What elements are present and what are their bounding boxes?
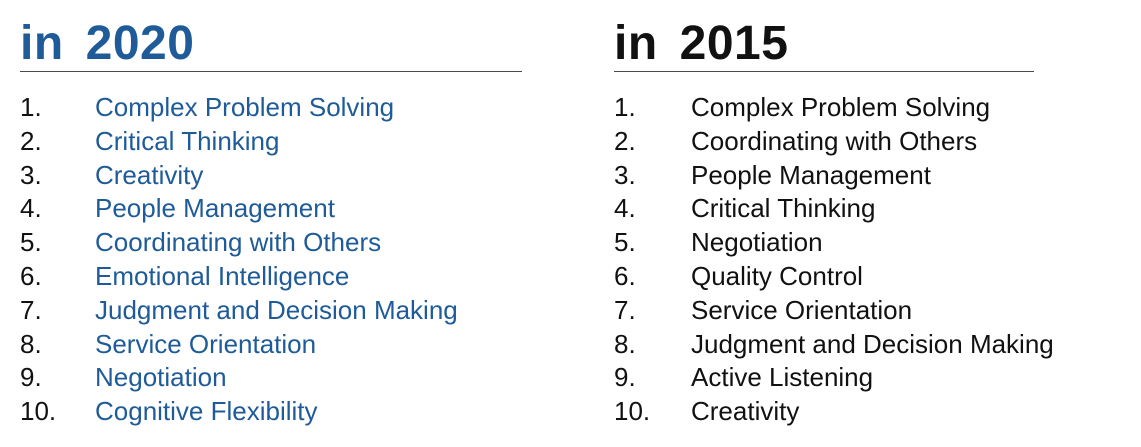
- list-item: 3. People Management: [614, 159, 1054, 193]
- rank-number: 8.: [20, 328, 42, 359]
- rank-number: 10.: [614, 396, 651, 427]
- heading-year: 2015: [679, 17, 789, 70]
- skill-name: Active Listening: [691, 362, 874, 393]
- skill-name: Creativity: [95, 159, 204, 190]
- list-item: 3. Creativity: [20, 159, 458, 193]
- skill-name: Complex Problem Solving: [95, 92, 395, 122]
- rank-number: 2.: [614, 125, 636, 156]
- skill-name: Emotional Intelligence: [95, 260, 350, 291]
- list-item: 6. Emotional Intelligence: [20, 260, 458, 294]
- list-item: 7. Service Orientation: [614, 294, 1054, 328]
- skill-name: People Management: [95, 193, 335, 224]
- skill-name: Creativity: [691, 396, 800, 427]
- skill-name: Coordinating with Others: [691, 125, 978, 156]
- rank-number: 7.: [20, 294, 42, 325]
- list-item: 5. Negotiation: [614, 226, 1054, 260]
- rank-number: 10.: [20, 396, 57, 427]
- rank-number: 3.: [614, 159, 636, 190]
- heading-year: 2020: [85, 17, 195, 70]
- list-item: 5. Coordinating with Others: [20, 226, 458, 260]
- skill-name: Service Orientation: [95, 328, 317, 359]
- heading-divider: [614, 71, 1034, 72]
- skill-name: Cognitive Flexibility: [95, 396, 318, 427]
- skill-name: Quality Control: [691, 260, 863, 291]
- list-item: 9. Negotiation: [20, 361, 458, 395]
- list-item: 1. Complex Problem Solving: [614, 91, 1054, 125]
- list-item: 2. Coordinating with Others: [614, 125, 1054, 159]
- skill-name: Judgment and Decision Making: [95, 294, 458, 325]
- rank-number: 2.: [20, 125, 42, 156]
- list-item: 8. Judgment and Decision Making: [614, 328, 1054, 362]
- rank-number: 9.: [20, 362, 42, 393]
- list-item: 7. Judgment and Decision Making: [20, 294, 458, 328]
- skill-name: People Management: [691, 159, 931, 190]
- rank-number: 1.: [614, 92, 636, 122]
- skill-name: Critical Thinking: [691, 193, 876, 224]
- rank-number: 5.: [614, 227, 636, 258]
- skill-name: Service Orientation: [691, 294, 913, 325]
- skill-name: Judgment and Decision Making: [691, 328, 1054, 359]
- rank-number: 1.: [20, 92, 42, 122]
- heading-prefix: in: [20, 17, 64, 70]
- rank-number: 8.: [614, 328, 636, 359]
- skill-name: Negotiation: [95, 362, 227, 393]
- list-item: 1. Complex Problem Solving: [20, 91, 458, 125]
- year-heading-2020: in 2020: [20, 16, 194, 72]
- skill-name: Critical Thinking: [95, 125, 280, 156]
- rank-number: 6.: [614, 260, 636, 291]
- rank-number: 3.: [20, 159, 42, 190]
- skill-name: Negotiation: [691, 227, 823, 258]
- skills-list-2020: 1. Complex Problem Solving 2. Critical Thi…: [20, 91, 458, 429]
- list-item: 2. Critical Thinking: [20, 125, 458, 159]
- skill-name: Complex Problem Solving: [691, 92, 991, 122]
- year-heading-2015: in 2015: [614, 16, 788, 72]
- list-item: 4. People Management: [20, 192, 458, 226]
- list-item: 10. Cognitive Flexibility: [20, 395, 458, 429]
- skills-list-2015: 1. Complex Problem Solving 2. Coordinating…: [614, 91, 1054, 429]
- list-item: 4. Critical Thinking: [614, 192, 1054, 226]
- rank-number: 9.: [614, 362, 636, 393]
- list-item: 8. Service Orientation: [20, 328, 458, 362]
- list-item: 9. Active Listening: [614, 361, 1054, 395]
- skill-name: Coordinating with Others: [95, 227, 382, 258]
- list-item: 6. Quality Control: [614, 260, 1054, 294]
- rank-number: 4.: [20, 193, 42, 224]
- heading-divider: [20, 71, 522, 72]
- rank-number: 6.: [20, 260, 42, 291]
- rank-number: 7.: [614, 294, 636, 325]
- list-item: 10. Creativity: [614, 395, 1054, 429]
- rank-number: 4.: [614, 193, 636, 224]
- heading-prefix: in: [614, 17, 658, 70]
- rank-number: 5.: [20, 227, 42, 258]
